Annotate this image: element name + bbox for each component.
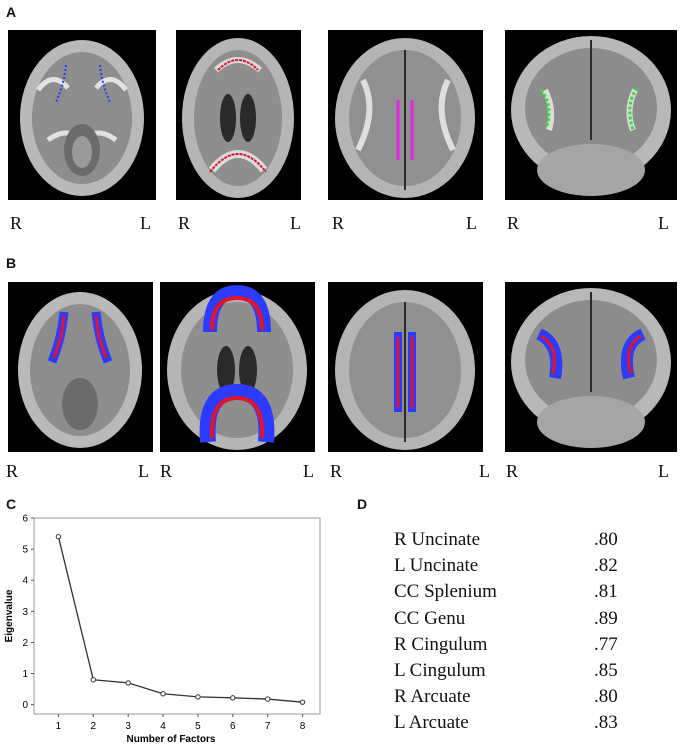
x-tick-label: 6 xyxy=(230,721,236,732)
panel-label-b: B xyxy=(6,255,17,271)
orientation-right-b3: R xyxy=(330,461,343,481)
y-tick-label: 6 xyxy=(22,514,28,525)
tract-name: R Arcuate xyxy=(394,686,471,708)
orientation-right-a2: R xyxy=(178,213,191,233)
brain-slice-a1-uncinate xyxy=(8,30,156,200)
tract-value: .80 xyxy=(594,686,618,708)
x-tick-label: 5 xyxy=(195,721,201,732)
tract-name: CC Splenium xyxy=(394,581,497,603)
x-tick-label: 2 xyxy=(91,721,97,732)
y-tick-label: 5 xyxy=(22,545,28,556)
y-axis-label: Eigenvalue xyxy=(4,589,15,642)
orientation-right-a1: R xyxy=(10,213,23,233)
orientation-left-b2: L xyxy=(303,461,314,481)
orientation-right-a4: R xyxy=(507,213,520,233)
x-tick-label: 3 xyxy=(125,721,131,732)
panel-label-c: C xyxy=(6,496,17,512)
y-tick-label: 4 xyxy=(22,576,28,587)
tract-name: L Uncinate xyxy=(394,555,479,577)
brain-slice-a2-corpus-callosum xyxy=(176,30,301,200)
tract-name: R Uncinate xyxy=(394,529,481,550)
orientation-left-b1: L xyxy=(138,461,149,481)
eigenvalue-point xyxy=(90,677,96,683)
scree-plot: 0 1 2 3 4 5 6 1 2 3 4 5 6 7 8 Number of Factors Eigen… xyxy=(4,514,321,745)
x-tick-label: 4 xyxy=(160,721,166,732)
tract-name: L Arcuate xyxy=(394,712,469,734)
x-tick-label: 7 xyxy=(265,721,271,732)
tract-value: .89 xyxy=(594,607,618,629)
y-tick-label: 0 xyxy=(22,700,28,711)
tract-value: .82 xyxy=(594,555,618,577)
x-tick-label: 1 xyxy=(56,721,62,732)
orientation-right-b2: R xyxy=(160,461,173,481)
tract-value: .85 xyxy=(594,659,618,681)
tract-name: R Cingulum xyxy=(394,633,488,655)
panel-label-a: A xyxy=(6,4,17,20)
eigenvalue-point xyxy=(55,533,62,540)
tract-name: CC Genu xyxy=(394,607,466,629)
tract-value: .77 xyxy=(594,633,618,655)
plot-frame xyxy=(33,517,321,715)
orientation-left-a1: L xyxy=(140,213,151,233)
brain-slice-b2-corpus-callosum xyxy=(160,282,315,452)
brain-slice-b4-arcuate xyxy=(505,282,677,452)
brain-slice-a3-cingulum xyxy=(328,30,483,200)
y-tick-label: 3 xyxy=(22,607,28,618)
x-axis-label: Number of Factors xyxy=(127,734,216,745)
eigenvalue-point xyxy=(125,680,131,686)
tract-value: .80 xyxy=(594,529,618,550)
orientation-left-b4: L xyxy=(658,461,669,481)
tract-value: .81 xyxy=(594,581,618,603)
tract-value: .83 xyxy=(594,712,618,734)
eigenvalue-point xyxy=(160,691,166,697)
eigenvalue-point xyxy=(230,695,236,701)
eigenvalue-point xyxy=(264,696,271,702)
y-tick-label: 2 xyxy=(22,638,28,649)
brain-slice-b3-cingulum xyxy=(328,282,483,452)
y-tick-label: 1 xyxy=(22,669,28,680)
tract-name: L Cingulum xyxy=(394,659,486,681)
eigenvalue-line xyxy=(57,536,303,703)
orientation-right-a3: R xyxy=(332,213,345,233)
orientation-right-b1: R xyxy=(6,461,19,481)
brain-slice-a4-arcuate xyxy=(505,30,677,200)
eigenvalue-point xyxy=(299,699,306,705)
orientation-left-b3: L xyxy=(479,461,490,481)
x-tick-label: 8 xyxy=(300,721,306,732)
panel-label-d: D xyxy=(357,496,368,512)
orientation-left-a3: L xyxy=(466,213,477,233)
orientation-right-b4: R xyxy=(506,461,519,481)
eigenvalue-point xyxy=(195,694,201,700)
brain-slice-b1-uncinate xyxy=(8,282,153,452)
orientation-left-a4: L xyxy=(658,213,669,233)
orientation-left-a2: L xyxy=(290,213,301,233)
